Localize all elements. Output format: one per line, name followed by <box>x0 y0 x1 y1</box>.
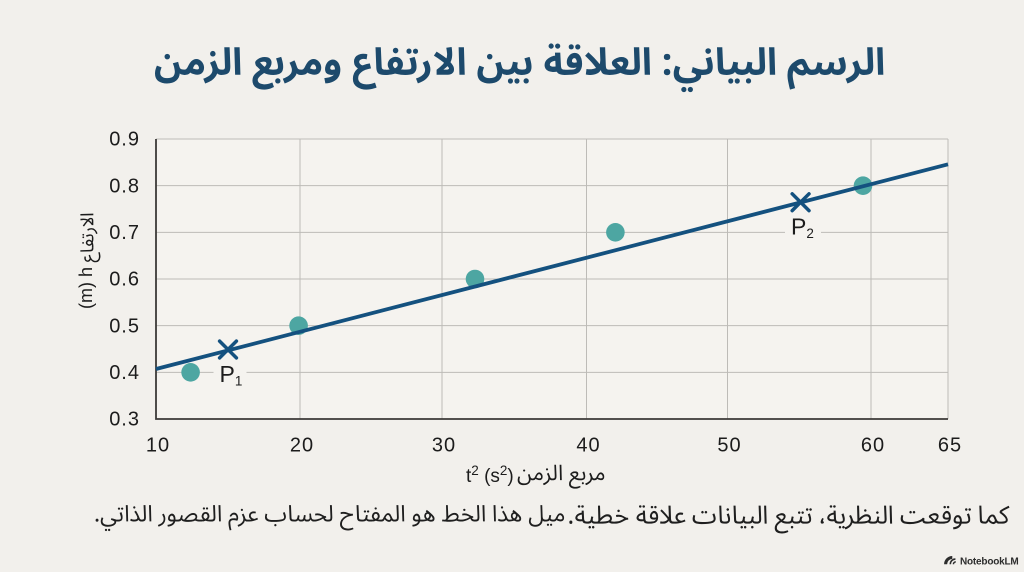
svg-text:0.7: 0.7 <box>109 222 140 244</box>
svg-text:(m) h: (m) h <box>76 267 96 309</box>
svg-text:NotebookLM: NotebookLM <box>960 557 1019 568</box>
svg-text:65: 65 <box>938 434 962 456</box>
svg-text:30: 30 <box>432 434 456 456</box>
svg-text:0.3: 0.3 <box>109 409 140 431</box>
svg-text:20: 20 <box>290 434 314 456</box>
svg-text:0.4: 0.4 <box>109 362 140 384</box>
svg-text:0.6: 0.6 <box>109 269 140 291</box>
svg-text:0.8: 0.8 <box>109 175 140 197</box>
svg-text:60: 60 <box>861 434 885 456</box>
svg-text:50: 50 <box>717 434 741 456</box>
svg-text:0.5: 0.5 <box>109 315 140 337</box>
svg-text:10: 10 <box>146 434 170 456</box>
svg-text:40: 40 <box>576 434 600 456</box>
svg-text:0.9: 0.9 <box>109 129 140 151</box>
